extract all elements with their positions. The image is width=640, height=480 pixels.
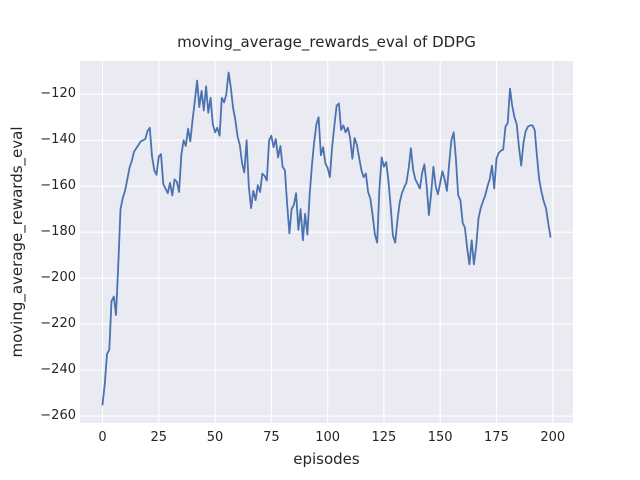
x-tick-label: 50 — [206, 430, 224, 445]
y-tick-label: −120 — [40, 86, 76, 102]
y-tick-label: −260 — [40, 408, 76, 424]
x-tick-label: 150 — [427, 430, 453, 445]
y-tick-label: −220 — [40, 316, 76, 332]
x-tick-label: 100 — [315, 430, 341, 445]
x-axis-label: episodes — [293, 450, 360, 468]
reward-line-series — [101, 71, 552, 406]
x-tick-label: 0 — [98, 430, 107, 445]
chart-title: moving_average_rewards_eval of DDPG — [177, 33, 476, 51]
x-tick-label: 75 — [263, 430, 280, 445]
x-tick-label: 25 — [150, 430, 168, 445]
plot-background — [80, 61, 573, 423]
y-tick-label: −200 — [40, 270, 76, 286]
x-tick-label: 125 — [371, 430, 397, 445]
y-axis-label: moving_average_rewards_eval — [8, 126, 26, 358]
y-tick-label: −180 — [40, 224, 76, 240]
y-tick-label: −240 — [40, 362, 76, 378]
y-tick-label: −160 — [40, 178, 76, 194]
x-tick-label: 175 — [484, 430, 509, 445]
x-tick-label: 200 — [540, 430, 566, 445]
y-tick-label: −140 — [40, 132, 76, 148]
